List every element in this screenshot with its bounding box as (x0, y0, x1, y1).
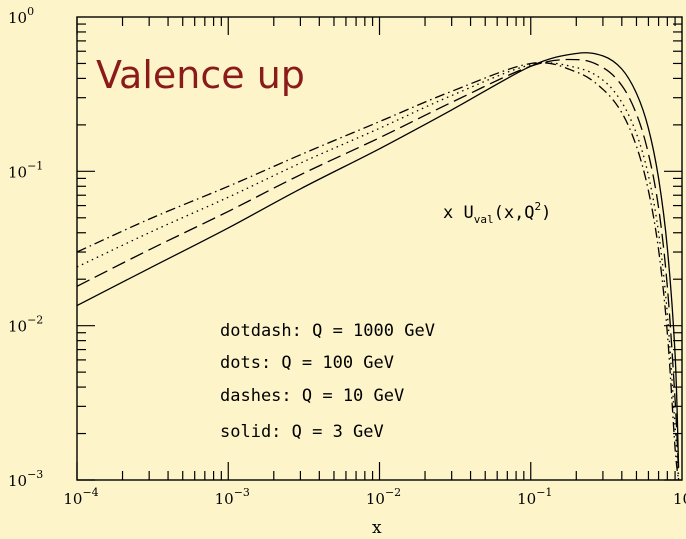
x-tick-label: 10−3 (215, 486, 250, 508)
series-curves (76, 52, 680, 481)
legend-entry-solid: solid: Q = 3 GeV (220, 422, 384, 442)
y-tick-label: 100 (8, 5, 34, 27)
series-line-dotted (76, 62, 680, 481)
y-tick-label: 10−2 (8, 314, 43, 336)
legend-entry-dashes: dashes: Q = 10 GeV (220, 386, 404, 406)
x-tick-label: 10−4 (63, 486, 98, 508)
series-line-dotdash (76, 62, 680, 481)
x-tick-label: 10−2 (366, 486, 401, 508)
series-line-solid (76, 52, 680, 468)
y-tick-label: 10−1 (8, 159, 43, 181)
legend: dotdash: Q = 1000 GeV dots: Q = 100 GeV … (220, 321, 435, 442)
axis-ticks (76, 17, 682, 481)
legend-entry-dots: dots: Q = 100 GeV (220, 353, 394, 373)
y-tick-label: 10−3 (8, 468, 43, 490)
x-tick-label: 10−1 (517, 486, 552, 508)
x-tick-label: 100 (673, 486, 686, 508)
series-line-dashed (76, 58, 680, 474)
x-axis-title: x (372, 518, 382, 538)
chart-title: Valence up (96, 53, 305, 97)
curve-annotation: x Uval(x,Q2) (443, 200, 551, 226)
legend-entry-dotdash: dotdash: Q = 1000 GeV (220, 321, 435, 341)
axis-tick-labels: 10−4 10−3 10−2 10−1 100 10−3 10−2 10−1 100 (8, 5, 686, 508)
